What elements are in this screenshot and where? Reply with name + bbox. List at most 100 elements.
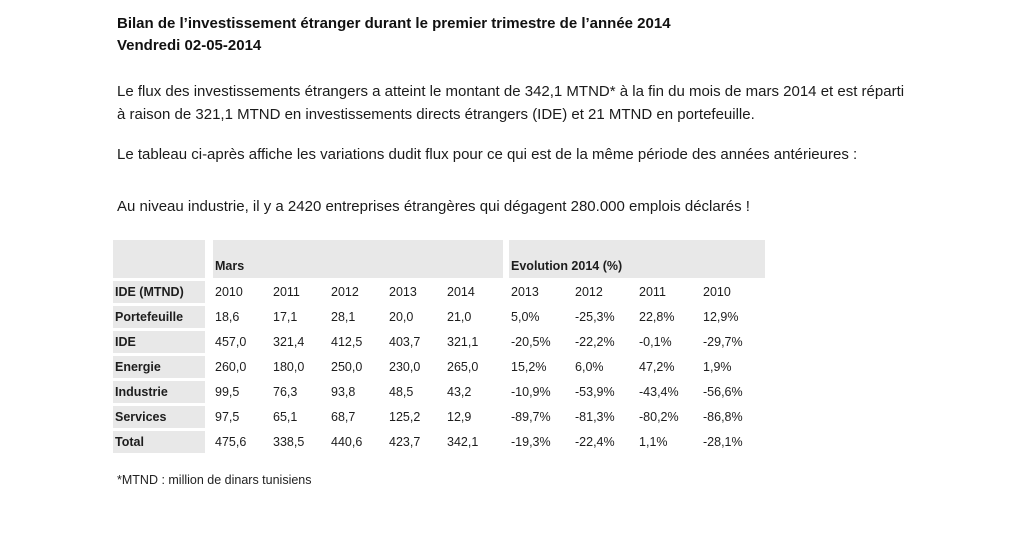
table-cell: 1,9%	[703, 360, 732, 374]
table-cell: 97,5	[215, 410, 240, 424]
year-header: 2012	[575, 285, 603, 299]
table-cell: 12,9%	[703, 310, 739, 324]
group-header-mars: Mars	[213, 240, 504, 278]
table-cell: -25,3%	[575, 310, 615, 324]
table-row: Total 475,6 338,5 440,6 423,7 342,1 -19,…	[113, 431, 765, 453]
table-cell: -81,3%	[575, 410, 615, 424]
year-header: 2011	[639, 285, 666, 299]
table-cell: 5,0%	[511, 310, 540, 324]
table-row: Portefeuille 18,6 17,1 28,1 20,0 21,0 5,…	[113, 306, 765, 328]
table-cell: 457,0	[215, 335, 247, 349]
table-cell: -10,9%	[511, 385, 551, 399]
table-cell: 475,6	[215, 435, 247, 449]
spacer	[503, 381, 510, 403]
paragraph-industry-note: Au niveau industrie, il y a 2420 entrepr…	[117, 198, 750, 215]
year-header: 2013	[389, 285, 417, 299]
row-label: Portefeuille	[113, 306, 205, 328]
table-cell: 423,7	[389, 435, 421, 449]
row-label: Industrie	[113, 381, 205, 403]
table-group-header-row: Mars Evolution 2014 (%)	[113, 240, 766, 278]
paragraph-investment-flux: Le flux des investissements étrangers a …	[117, 83, 905, 123]
spacer	[205, 281, 213, 303]
table-cell: 125,2	[389, 410, 421, 424]
table-cell: -53,9%	[575, 385, 615, 399]
table-row: Energie 260,0 180,0 250,0 230,0 265,0 15…	[113, 356, 765, 378]
table-cell: 43,2	[447, 385, 472, 399]
page-date: Vendredi 02-05-2014	[117, 37, 262, 54]
table-cell: 15,2%	[511, 360, 547, 374]
table-cell: 1,1%	[639, 435, 668, 449]
spacer	[205, 431, 213, 453]
table-cell: 321,1	[447, 335, 479, 349]
table-cell: -43,4%	[639, 385, 679, 399]
table-cell: 342,1	[447, 435, 479, 449]
year-header: 2013	[511, 285, 539, 299]
table-cell: 338,5	[273, 435, 305, 449]
table-cell: -80,2%	[639, 410, 679, 424]
table-cell: 440,6	[331, 435, 363, 449]
spacer	[205, 406, 213, 428]
year-header: 2011	[273, 285, 300, 299]
table-cell: 28,1	[331, 310, 356, 324]
table-corner-empty	[113, 240, 205, 278]
table-cell: 403,7	[389, 335, 421, 349]
spacer	[503, 406, 510, 428]
spacer	[503, 331, 510, 353]
table-year-header-row: IDE (MTND) 2010 2011 2012 2013 2014 2013…	[113, 281, 765, 303]
table-cell: -56,6%	[703, 385, 743, 399]
table-cell: -29,7%	[703, 335, 743, 349]
table-cell: 65,1	[273, 410, 298, 424]
table-cell: -28,1%	[703, 435, 743, 449]
spacer	[503, 306, 510, 328]
table-cell: 99,5	[215, 385, 240, 399]
table-cell: 260,0	[215, 360, 247, 374]
table-cell: 12,9	[447, 410, 472, 424]
table-cell: 48,5	[389, 385, 414, 399]
table-row: Industrie 99,5 76,3 93,8 48,5 43,2 -10,9…	[113, 381, 765, 403]
spacer	[205, 306, 213, 328]
table-cell: 21,0	[447, 310, 472, 324]
table-cell: 180,0	[273, 360, 305, 374]
table-cell: 17,1	[273, 310, 298, 324]
spacer	[205, 240, 213, 278]
table-cell: 76,3	[273, 385, 298, 399]
table-cell: 412,5	[331, 335, 363, 349]
year-header: 2012	[331, 285, 359, 299]
spacer	[205, 331, 213, 353]
investment-table-container: Mars Evolution 2014 (%) IDE (MTND) 2010 …	[113, 237, 766, 456]
table-cell: 6,0%	[575, 360, 604, 374]
table-cell: 68,7	[331, 410, 356, 424]
table-cell: 321,4	[273, 335, 305, 349]
table-cell: 22,8%	[639, 310, 675, 324]
group-header-evolution: Evolution 2014 (%)	[509, 240, 766, 278]
table-cell: 47,2%	[639, 360, 675, 374]
spacer	[205, 356, 213, 378]
table-cell: -19,3%	[511, 435, 551, 449]
row-label: Total	[113, 431, 205, 453]
table-cell: -0,1%	[639, 335, 672, 349]
table-row: IDE 457,0 321,4 412,5 403,7 321,1 -20,5%…	[113, 331, 765, 353]
table-corner-label: IDE (MTND)	[113, 281, 205, 303]
row-label: Energie	[113, 356, 205, 378]
table-cell: 265,0	[447, 360, 479, 374]
table-cell: -22,4%	[575, 435, 615, 449]
row-label: IDE	[113, 331, 205, 353]
table-row: Services 97,5 65,1 68,7 125,2 12,9 -89,7…	[113, 406, 765, 428]
table-cell: 20,0	[389, 310, 414, 324]
spacer	[205, 381, 213, 403]
table-cell: 250,0	[331, 360, 363, 374]
year-header: 2010	[215, 285, 243, 299]
table-cell: 230,0	[389, 360, 421, 374]
page-title: Bilan de l’investissement étranger duran…	[117, 15, 671, 32]
spacer	[503, 240, 510, 278]
paragraph-table-intro: Le tableau ci-après affiche les variatio…	[117, 146, 858, 163]
investment-table: Mars Evolution 2014 (%) IDE (MTND) 2010 …	[113, 237, 766, 456]
year-header: 2014	[447, 285, 475, 299]
row-label: Services	[113, 406, 205, 428]
table-cell: -89,7%	[511, 410, 551, 424]
spacer	[503, 431, 510, 453]
year-header: 2010	[703, 285, 731, 299]
spacer	[503, 281, 510, 303]
table-cell: -22,2%	[575, 335, 615, 349]
